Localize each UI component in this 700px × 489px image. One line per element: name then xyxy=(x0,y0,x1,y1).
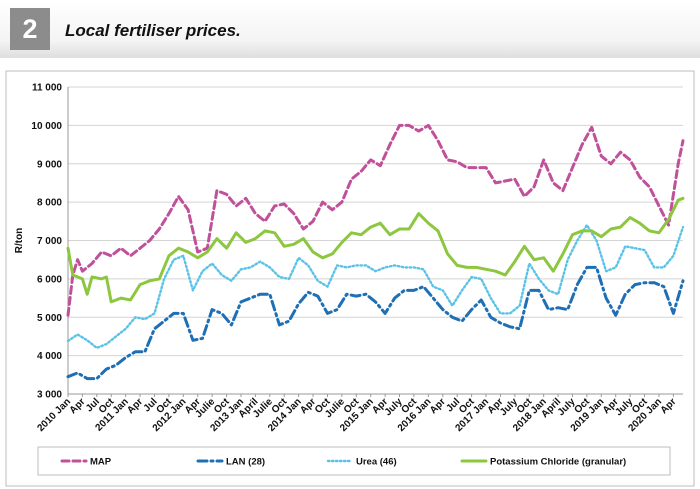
series-line-urea-46 xyxy=(66,223,685,350)
y-axis-title: R/ton xyxy=(14,228,25,254)
figure-title: Local fertiliser prices. xyxy=(65,21,241,40)
y-tick-label: 4 000 xyxy=(37,351,62,362)
legend-label: Urea (46) xyxy=(356,457,397,468)
y-tick-label: 3 000 xyxy=(37,390,62,401)
y-tick-label: 8 000 xyxy=(37,198,62,209)
header-band: 2 Local fertiliser prices. xyxy=(0,0,700,58)
chart-frame: 3 000 4 000 5 000 6 000 7 000 8 000 9 000 10 00… xyxy=(0,70,700,489)
y-tick-label: 5 000 xyxy=(37,313,62,324)
fertiliser-price-chart: 3 000 4 000 5 000 6 000 7 000 8 000 9 000 10 00… xyxy=(5,70,695,487)
chart-border xyxy=(5,70,695,487)
series-line-map xyxy=(66,123,685,317)
y-tick-label: 10 000 xyxy=(31,121,62,132)
figure-number-badge: 2 xyxy=(10,8,50,50)
x-tick-label: 2010 Jan xyxy=(35,396,73,434)
legend-box xyxy=(37,446,671,476)
legend-label: Potassium Chloride (granular) xyxy=(490,457,626,468)
series-line-lan-28 xyxy=(66,265,685,381)
y-tick-label: 6 000 xyxy=(37,274,62,285)
legend-label: MAP xyxy=(90,457,112,468)
y-tick-label: 7 000 xyxy=(37,236,62,247)
legend-label: LAN (28) xyxy=(226,457,265,468)
y-tick-label: 9 000 xyxy=(37,159,62,170)
series-line-potassium-chloride-granular xyxy=(66,196,685,304)
y-tick-label: 11 000 xyxy=(32,83,62,94)
chart-legend: MAP LAN (28) Urea (46) Potassium Chloride (… xyxy=(37,446,671,476)
x-tick-label: Apr xyxy=(659,396,679,416)
